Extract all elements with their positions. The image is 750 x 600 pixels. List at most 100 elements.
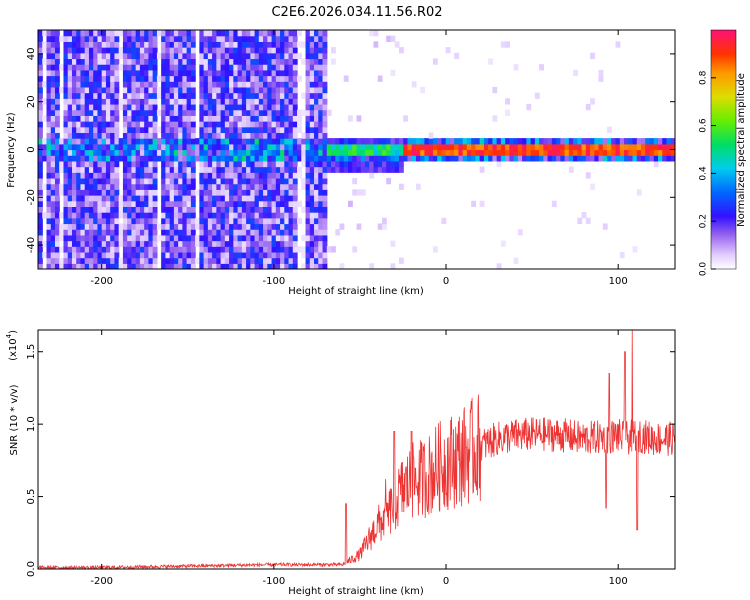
heatmap-cell (233, 183, 239, 190)
heatmap-cell (318, 172, 324, 179)
heatmap-cell (263, 172, 268, 179)
heatmap-cell (173, 229, 179, 236)
heatmap-cell (190, 121, 196, 128)
heatmap-cell (199, 217, 205, 225)
heatmap-cell (152, 155, 158, 162)
heatmap-cell (585, 103, 591, 111)
heatmap-cell (156, 86, 162, 94)
heatmap-cell (364, 149, 370, 156)
heatmap-cell (165, 183, 171, 190)
heatmap-cell (135, 206, 141, 213)
heatmap-cell (46, 35, 52, 42)
heatmap-cell (38, 47, 43, 54)
heatmap-cell (250, 149, 256, 156)
heatmap-cell (84, 155, 90, 162)
heatmap-cell (165, 132, 171, 139)
heatmap-cell (458, 149, 464, 156)
heatmap-cell (314, 41, 319, 48)
heatmap-cell (318, 69, 324, 77)
heatmap-cell (135, 47, 141, 54)
heatmap-cell (114, 263, 120, 269)
heatmap-cell (275, 115, 281, 122)
heatmap-cell (373, 138, 379, 145)
heatmap-cell (305, 30, 311, 37)
heatmap-cell (59, 143, 65, 151)
heatmap-cell (38, 172, 43, 179)
heatmap-cell (76, 86, 82, 94)
heatmap-cell (144, 132, 150, 139)
heatmap-cell (139, 92, 145, 99)
heatmap-cell (284, 189, 290, 196)
heatmap-cell (38, 41, 43, 48)
heatmap-cell (54, 223, 60, 230)
heatmap-cell (284, 240, 290, 247)
heatmap-cell (377, 75, 383, 82)
heatmap-cell (97, 166, 103, 173)
heatmap-cell (110, 92, 116, 99)
heatmap-cell (122, 149, 128, 156)
heatmap-cell (590, 52, 595, 60)
snr-series-line (38, 330, 675, 569)
heatmap-cell (50, 263, 56, 269)
heatmap-cell (76, 263, 82, 269)
heatmap-cell (348, 200, 353, 207)
heatmap-cell (233, 92, 239, 99)
heatmap-cell (479, 166, 485, 173)
heatmap-cell (250, 35, 256, 42)
heatmap-cell (229, 58, 234, 65)
heatmap-cell (220, 166, 226, 173)
heatmap-cell (224, 240, 230, 247)
heatmap-cell (46, 30, 52, 37)
heatmap-cell (63, 263, 69, 269)
heatmap-cell (454, 149, 460, 156)
heatmap-cell (275, 41, 281, 48)
heatmap-cell (199, 81, 205, 88)
heatmap-cell (97, 58, 103, 65)
heatmap-cell (615, 41, 621, 48)
heatmap-cell (297, 121, 302, 128)
heatmap-cell (59, 35, 65, 42)
heatmap-cell (246, 109, 251, 116)
heatmap-cell (144, 126, 150, 134)
heatmap-cell (263, 103, 268, 111)
heatmap-cell (275, 75, 281, 82)
heatmap-cell (207, 30, 213, 37)
heatmap-cell (80, 86, 86, 94)
heatmap-cell (343, 160, 349, 168)
heatmap-cell (80, 172, 86, 179)
heatmap-cell (131, 172, 137, 179)
heatmap-cell (237, 138, 243, 145)
heatmap-cell (148, 229, 154, 236)
heatmap-cell (127, 177, 133, 185)
heatmap-cell (636, 189, 642, 196)
heatmap-cell (203, 257, 209, 264)
heatmap-cell (284, 263, 290, 269)
heatmap-cell (305, 155, 311, 162)
heatmap-cell (220, 103, 226, 111)
heatmap-cell (173, 257, 179, 264)
heatmap-cell (280, 109, 285, 116)
heatmap-cell (173, 30, 179, 37)
heatmap-cell (241, 189, 247, 196)
heatmap-cell (271, 217, 277, 225)
heatmap-cell (258, 98, 264, 105)
heatmap-cell (309, 234, 315, 242)
heatmap-cell (551, 143, 557, 151)
heatmap-cell (190, 98, 196, 105)
heatmap-cell (284, 69, 290, 77)
heatmap-cell (105, 257, 111, 264)
heatmap-cell (258, 86, 264, 94)
heatmap-cell (288, 172, 294, 179)
heatmap-cell (80, 263, 86, 269)
heatmap-cell (432, 58, 438, 65)
heatmap-cell (144, 155, 150, 162)
heatmap-cell (568, 138, 574, 145)
heatmap-cell (105, 195, 111, 202)
heatmap-cell (59, 223, 65, 230)
heatmap-cell (314, 64, 319, 71)
heatmap-cell (403, 143, 409, 151)
heatmap-cell (178, 257, 183, 264)
heatmap-cell (224, 132, 230, 139)
heatmap-cell (80, 132, 86, 139)
heatmap-cell (165, 217, 171, 225)
